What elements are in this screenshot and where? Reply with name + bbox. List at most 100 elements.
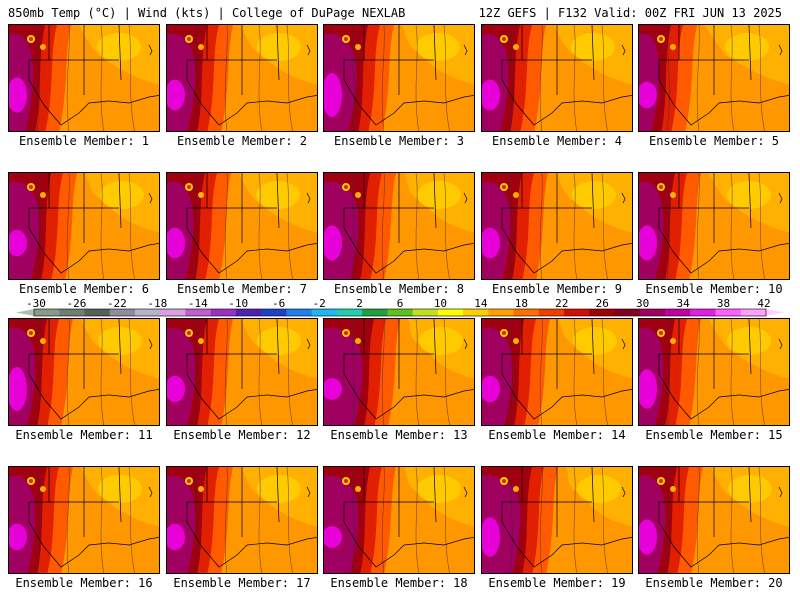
colorbar-swatch — [564, 309, 590, 316]
colorbar-swatch — [235, 309, 262, 316]
temperature-map — [482, 467, 632, 573]
model-run-info: 12Z GEFS | F132 Valid: 00Z FRI JUN 13 20… — [478, 6, 782, 20]
temperature-map — [167, 25, 317, 131]
colorbar-swatch — [34, 309, 60, 316]
ensemble-member-map — [638, 172, 790, 280]
colorbar-tick-labels: -30 -26 -22 -18 -14 -10 -6 -2 2 6 10 14 18 22 26 30 34 38… — [0, 297, 800, 310]
member-label: Ensemble Member: 3 — [333, 134, 465, 148]
colorbar-tick-label: -22 — [106, 297, 127, 310]
colorbar-swatch — [311, 309, 338, 316]
member-label: Ensemble Member: 19 — [488, 576, 626, 590]
ensemble-member-map — [638, 466, 790, 574]
ensemble-member-map — [166, 318, 318, 426]
colorbar-swatch — [336, 309, 363, 316]
ensemble-member-map — [481, 24, 633, 132]
ensemble-member-map — [481, 172, 633, 280]
colorbar-swatch — [589, 309, 616, 316]
temperature-map — [639, 25, 789, 131]
map-header: 850mb Temp (°C) | Wind (kts) | College o… — [0, 2, 800, 22]
colorbar-swatch — [437, 309, 464, 316]
colorbar-swatch — [614, 309, 641, 316]
colorbar-swatch — [84, 309, 111, 316]
colorbar-tick-label: 22 — [555, 297, 569, 310]
colorbar-tick-label: 2 — [356, 297, 363, 310]
ensemble-member-map — [481, 466, 633, 574]
member-label: Ensemble Member: 10 — [645, 282, 783, 296]
colorbar-tick-label: -14 — [187, 297, 208, 310]
ensemble-member-map — [638, 24, 790, 132]
member-label: Ensemble Member: 1 — [18, 134, 150, 148]
member-label: Ensemble Member: 12 — [173, 428, 311, 442]
member-label: Ensemble Member: 8 — [333, 282, 465, 296]
colorbar-tick-label: -2 — [312, 297, 326, 310]
temperature-map — [9, 173, 159, 279]
colorbar-swatch — [513, 309, 540, 316]
temperature-map — [639, 173, 789, 279]
colorbar-tick-label: 34 — [676, 297, 690, 310]
temperature-map — [482, 25, 632, 131]
ensemble-member-map — [8, 318, 160, 426]
ensemble-member-map — [8, 172, 160, 280]
member-label: Ensemble Member: 7 — [176, 282, 308, 296]
temperature-map — [9, 319, 159, 425]
colorbar-swatch — [639, 309, 666, 316]
member-label: Ensemble Member: 14 — [488, 428, 626, 442]
colorbar-tick-label: -6 — [272, 297, 286, 310]
ensemble-member-map — [323, 172, 475, 280]
member-label: Ensemble Member: 2 — [176, 134, 308, 148]
ensemble-member-map — [323, 24, 475, 132]
member-label: Ensemble Member: 5 — [648, 134, 780, 148]
colorbar-min-arrow — [16, 309, 34, 316]
colorbar-tick-label: 30 — [636, 297, 650, 310]
ensemble-member-map — [638, 318, 790, 426]
member-label: Ensemble Member: 13 — [330, 428, 468, 442]
colorbar-swatch — [286, 309, 313, 316]
ensemble-member-map — [166, 172, 318, 280]
member-label: Ensemble Member: 4 — [491, 134, 623, 148]
colorbar-swatch — [160, 309, 186, 316]
colorbar-tick-label: -26 — [66, 297, 87, 310]
colorbar-tick-label: -30 — [26, 297, 46, 310]
member-label: Ensemble Member: 15 — [645, 428, 783, 442]
colorbar-swatch — [210, 309, 237, 316]
colorbar-tick-label: 26 — [595, 297, 609, 310]
colorbar-swatch — [715, 309, 742, 316]
member-label: Ensemble Member: 9 — [491, 282, 623, 296]
colorbar-tick-label: -18 — [147, 297, 168, 310]
member-label: Ensemble Member: 20 — [645, 576, 783, 590]
colorbar-swatch — [59, 309, 85, 316]
member-label: Ensemble Member: 11 — [15, 428, 153, 442]
temperature-map — [167, 319, 317, 425]
colorbar-tick-label: 42 — [757, 297, 771, 310]
member-label: Ensemble Member: 17 — [173, 576, 311, 590]
colorbar-max-arrow — [766, 309, 784, 316]
colorbar-tick-label: 38 — [716, 297, 731, 310]
temperature-map — [324, 25, 474, 131]
temperature-map — [9, 467, 159, 573]
colorbar-swatch — [463, 309, 489, 316]
colorbar-tick-label: -10 — [228, 297, 249, 310]
ensemble-member-map — [8, 24, 160, 132]
ensemble-member-map — [166, 466, 318, 574]
colorbar-swatch — [488, 309, 515, 316]
temperature-map — [9, 25, 159, 131]
colorbar-swatch — [412, 309, 439, 316]
temperature-map — [482, 319, 632, 425]
temperature-map — [167, 467, 317, 573]
colorbar-tick-label: 18 — [514, 297, 528, 310]
colorbar-swatch — [740, 309, 767, 316]
ensemble-member-map — [166, 24, 318, 132]
colorbar-swatch — [185, 309, 212, 316]
colorbar-swatch — [665, 309, 691, 316]
ensemble-member-map — [481, 318, 633, 426]
colorbar-swatch — [362, 309, 388, 316]
colorbar-tick-label: 10 — [433, 297, 448, 310]
colorbar-swatch — [387, 309, 414, 316]
colorbar-tick-label: 6 — [396, 297, 404, 310]
temperature-map — [639, 319, 789, 425]
ensemble-member-map — [323, 466, 475, 574]
colorbar-swatch — [109, 309, 136, 316]
temperature-map — [324, 173, 474, 279]
temperature-map — [482, 173, 632, 279]
temperature-map — [324, 467, 474, 573]
